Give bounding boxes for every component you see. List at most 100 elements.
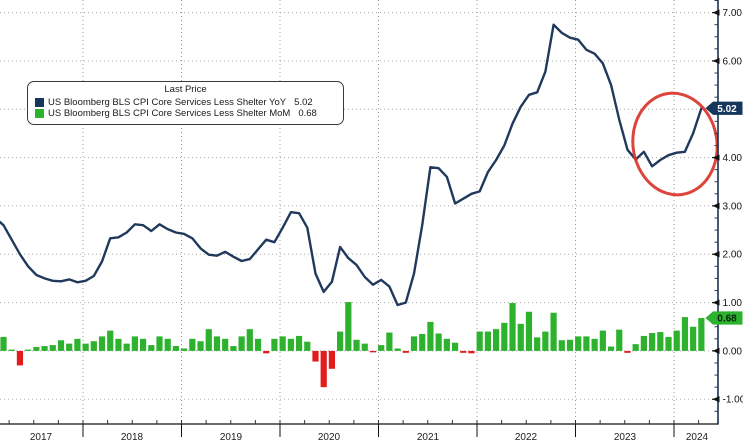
x-axis-year-label: 2018	[121, 432, 144, 443]
mom-bar-positive	[649, 333, 656, 351]
mom-bar-positive	[205, 329, 212, 351]
mom-bar-positive	[279, 336, 286, 351]
mom-bar-negative	[624, 350, 631, 353]
mom-bar-positive	[386, 332, 393, 351]
mom-bar-positive	[189, 338, 196, 351]
y-axis-labels: 7.00 6.00 4.00 3.00 2.00 1.00 0.00 -1.00	[712, 8, 743, 406]
x-axis-year-label: 2023	[614, 432, 637, 443]
mom-bar-positive	[164, 338, 171, 351]
y-axis-tick-label: 4.00	[723, 153, 743, 164]
mom-bar-positive	[131, 336, 138, 351]
gridlines	[0, 0, 718, 424]
mom-bar-positive	[25, 349, 32, 351]
mom-bar-positive	[476, 331, 483, 351]
mom-bar-positive	[246, 329, 253, 351]
mom-bar-positive	[49, 345, 56, 351]
mom-bar-positive	[148, 345, 155, 351]
mom-bar-positive	[172, 346, 180, 351]
legend-row-mom: US Bloomberg BLS CPI Core Services Less …	[35, 108, 336, 120]
mom-bar-positive	[484, 331, 491, 351]
y-axis-tick-label: -1.00	[723, 395, 743, 406]
mom-bars	[0, 302, 705, 388]
y-axis-tick-label: 2.00	[723, 250, 743, 261]
x-axis-year-label: 2019	[220, 432, 243, 443]
mom-bar-positive	[599, 330, 606, 351]
mom-bar-negative	[16, 350, 24, 366]
mom-bar-positive	[213, 336, 221, 351]
mom-bar-negative	[468, 350, 475, 354]
mom-bar-positive	[98, 336, 106, 351]
mom-bar-positive	[66, 343, 73, 351]
mom-bar-positive	[607, 346, 615, 351]
mom-bar-positive	[33, 347, 40, 351]
mom-bar-positive	[254, 338, 262, 351]
mom-bar-positive	[616, 329, 623, 351]
mom-bar-positive	[419, 333, 426, 351]
mom-price-badge: 0.68	[705, 311, 743, 325]
mom-bar-positive	[550, 312, 557, 351]
mom-bar-positive	[361, 343, 368, 351]
mom-bar-positive	[304, 341, 311, 351]
mom-bar-negative	[402, 350, 409, 353]
yoy-line	[0, 23, 703, 307]
mom-bar-positive	[501, 322, 508, 351]
mom-bar-positive	[82, 343, 89, 351]
mom-bar-positive	[353, 339, 360, 351]
mom-bar-negative	[320, 350, 327, 388]
mom-bar-positive	[8, 349, 15, 351]
mom-bar-positive	[657, 332, 664, 351]
highlight-circle	[631, 91, 719, 197]
mom-bar-positive	[139, 338, 147, 351]
mom-bar-positive	[681, 317, 689, 351]
x-axis-year-label: 2017	[30, 432, 53, 443]
y-axis-tick-label: 7.00	[723, 8, 743, 19]
mom-bar-positive	[534, 337, 541, 351]
mom-bar-positive	[583, 336, 590, 351]
mom-bar-positive	[345, 302, 352, 351]
mom-last-price: 0.68	[298, 108, 317, 119]
mom-series-swatch-icon	[35, 109, 44, 119]
mom-bar-positive	[698, 318, 705, 351]
mom-bar-positive	[295, 335, 303, 351]
mom-bar-positive	[542, 331, 549, 351]
mom-bar-positive	[57, 340, 65, 351]
mom-bar-positive	[74, 338, 81, 351]
mom-bar-negative	[369, 350, 377, 353]
mom-bar-negative	[312, 350, 319, 362]
mom-bar-positive	[271, 338, 278, 351]
y-axis-tick-label: 0.00	[723, 346, 743, 357]
mom-bar-positive	[690, 326, 697, 351]
mom-bar-positive	[0, 336, 7, 351]
legend-title: Last Price	[164, 84, 207, 95]
mom-bar-positive	[640, 335, 647, 351]
mom-bar-positive	[41, 346, 48, 351]
y-axis-tick-label: 1.00	[723, 298, 743, 309]
mom-bar-positive	[197, 341, 204, 351]
x-axis-labels: 2017 2018 2019 2020 2021 2022 2023 2024	[30, 432, 709, 443]
x-axis-year-label: 2020	[318, 432, 341, 443]
mom-bar-positive	[90, 341, 97, 351]
mom-bar-positive	[435, 333, 442, 351]
mom-bar-positive	[591, 338, 598, 351]
mom-bar-negative	[263, 350, 270, 354]
y-axis-tick-label: 3.00	[723, 201, 743, 212]
mom-bar-positive	[443, 338, 450, 351]
svg-text:5.02: 5.02	[717, 104, 737, 115]
mom-bar-positive	[287, 338, 294, 351]
mom-bar-positive	[493, 329, 500, 351]
mom-bar-positive	[525, 311, 533, 351]
x-axis-ticks	[8, 420, 700, 437]
mom-bar-positive	[451, 342, 459, 351]
mom-bar-positive	[665, 336, 672, 351]
mom-bar-positive	[337, 331, 344, 351]
mom-bar-positive	[673, 330, 680, 351]
yoy-last-price: 5.02	[294, 96, 313, 108]
mom-bar-positive	[238, 336, 245, 351]
mom-bar-positive	[558, 340, 565, 351]
x-axis-year-label: 2024	[686, 432, 709, 443]
mom-bar-positive	[632, 344, 639, 351]
mom-bar-positive	[566, 339, 574, 351]
mom-bar-positive	[410, 336, 418, 351]
mom-bar-positive	[427, 321, 434, 351]
